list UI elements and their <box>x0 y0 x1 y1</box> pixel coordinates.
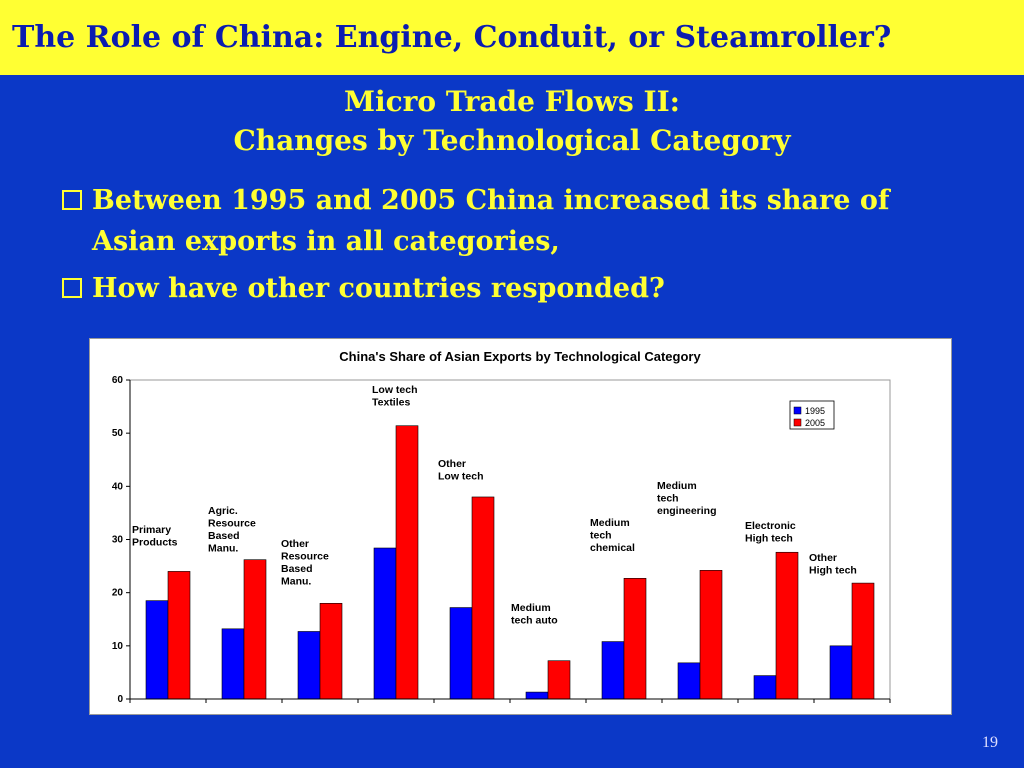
chart-title: China's Share of Asian Exports by Techno… <box>339 349 701 364</box>
y-tick-label: 20 <box>112 588 124 599</box>
category-label-line: tech <box>590 530 612 542</box>
y-tick-label: 0 <box>117 694 123 705</box>
bar-2005-9 <box>851 582 875 700</box>
category-label-line: High tech <box>745 533 793 545</box>
category-label-line: High tech <box>809 565 857 577</box>
checkbox-bullet-icon <box>62 190 82 210</box>
legend-swatch-2005 <box>793 418 802 427</box>
y-tick-label: 60 <box>112 375 124 386</box>
category-label-line: Medium <box>590 517 630 529</box>
category-label-line: Primary <box>132 524 171 536</box>
category-label-7: Medium tech engineering <box>657 480 717 517</box>
subtitle-line-2: Changes by Technological Category <box>233 124 791 157</box>
bullet-2-text: How have other countries responded? <box>92 273 665 304</box>
category-label-line: Based <box>281 563 313 575</box>
bar-2005-3 <box>395 425 419 700</box>
page-number: 19 <box>982 734 998 751</box>
y-tick-label: 40 <box>112 481 124 492</box>
bullet-1-text: Between 1995 and 2005 China increased it… <box>92 185 890 257</box>
checkbox-bullet-icon <box>62 278 82 298</box>
bar-1995-5 <box>525 691 549 700</box>
category-label-line: Resource <box>208 518 256 530</box>
category-label-line: Agric. <box>208 505 238 517</box>
bullet-2: How have other countries responded? <box>62 268 962 309</box>
category-label-1: Agric. Resource Based Manu. <box>208 505 256 555</box>
bar-2005-1 <box>243 559 267 700</box>
category-label-line: Other <box>438 458 466 470</box>
slide-title: The Role of China: Engine, Conduit, or S… <box>12 20 892 55</box>
bullet-1: Between 1995 and 2005 China increased it… <box>62 180 962 262</box>
category-label-line: Medium <box>511 602 551 614</box>
category-label-line: chemical <box>590 542 635 554</box>
bar-1995-2 <box>297 631 321 700</box>
category-label-line: Medium <box>657 480 697 492</box>
bar-2005-5 <box>547 660 571 700</box>
category-label-line: engineering <box>657 505 717 517</box>
bar-1995-6 <box>601 641 625 700</box>
bar-2005-4 <box>471 496 495 700</box>
category-label-line: Other <box>281 538 309 550</box>
category-label-line: tech <box>657 493 679 505</box>
bar-2005-8 <box>775 551 799 700</box>
bar-2005-0 <box>167 571 191 700</box>
category-label-line: Resource <box>281 551 329 563</box>
bar-2005-6 <box>623 578 647 700</box>
category-label-8: Electronic High tech <box>745 520 796 545</box>
category-label-6: Medium tech chemical <box>590 517 635 554</box>
category-label-line: Based <box>208 530 240 542</box>
y-tick-label: 10 <box>112 641 124 652</box>
category-label-line: Low tech <box>438 471 484 483</box>
legend-label-2005: 2005 <box>805 418 825 428</box>
y-tick-label: 30 <box>112 535 124 546</box>
category-label-line: Manu. <box>281 576 311 588</box>
category-label-5: Medium tech auto <box>511 602 558 627</box>
bar-1995-7 <box>677 662 701 700</box>
legend: 1995 2005 <box>789 400 835 430</box>
bar-chart: China's Share of Asian Exports by Techno… <box>112 349 891 705</box>
category-label-line: Low tech <box>372 384 418 396</box>
bar-1995-8 <box>753 675 777 700</box>
category-label-2: Other Resource Based Manu. <box>281 538 329 588</box>
category-label-line: Products <box>132 537 178 549</box>
subtitle-line-1: Micro Trade Flows II: <box>343 85 681 118</box>
chart-panel: China's Share of Asian Exports by Techno… <box>89 338 952 715</box>
bar-1995-1 <box>221 628 245 700</box>
y-tick-label: 50 <box>112 428 124 439</box>
category-label-0: Primary Products <box>132 524 178 549</box>
bar-2005-2 <box>319 602 343 700</box>
bar-1995-3 <box>373 547 397 700</box>
category-label-4: Other Low tech <box>438 458 484 483</box>
category-label-3: Low tech Textiles <box>372 384 418 409</box>
bar-2005-7 <box>699 570 723 700</box>
legend-swatch-1995 <box>793 406 802 415</box>
category-label-line: tech auto <box>511 615 558 627</box>
category-label-line: Textiles <box>372 397 410 409</box>
legend-label-1995: 1995 <box>805 406 825 416</box>
category-label-line: Other <box>809 552 837 564</box>
bar-1995-9 <box>829 645 853 700</box>
category-label-line: Electronic <box>745 520 796 532</box>
title-bar: The Role of China: Engine, Conduit, or S… <box>0 0 1024 75</box>
category-label-line: Manu. <box>208 543 238 555</box>
bar-1995-0 <box>145 600 169 700</box>
category-label-9: Other High tech <box>809 552 857 577</box>
bar-1995-4 <box>449 607 473 700</box>
legend-box <box>789 400 835 430</box>
